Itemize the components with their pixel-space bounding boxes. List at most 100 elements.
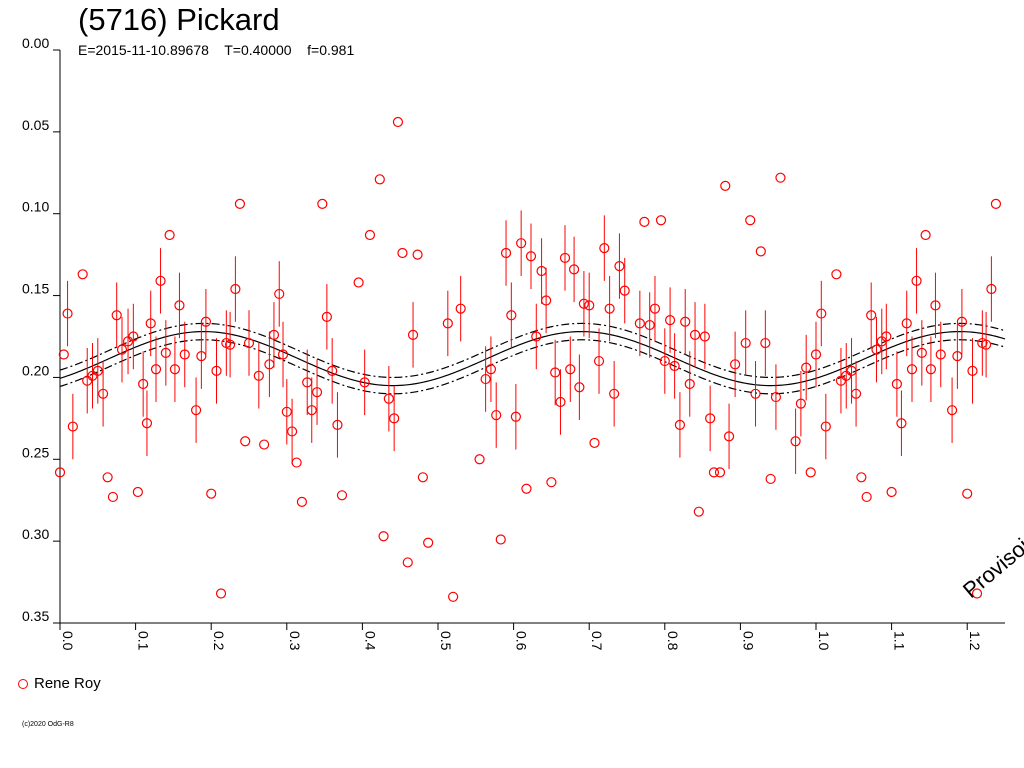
x-tick-label: 0.3 <box>287 631 303 651</box>
y-tick-label: 0.30 <box>22 526 49 542</box>
data-point <box>291 457 302 468</box>
data-point <box>790 436 801 447</box>
y-tick-label: 0.05 <box>22 117 49 133</box>
data-point <box>141 418 153 429</box>
data-point <box>102 472 113 483</box>
x-tick-label: 0.7 <box>589 631 605 651</box>
data-point <box>417 472 428 483</box>
data-point <box>311 387 323 398</box>
data-point <box>699 331 710 342</box>
data-point <box>901 318 912 329</box>
period-label: T=0.40000 <box>224 42 292 58</box>
y-tick-label: 0.35 <box>22 608 49 624</box>
data-point <box>956 316 968 327</box>
data-point <box>374 174 385 185</box>
data-point <box>584 300 595 311</box>
data-point <box>946 405 958 416</box>
legend-label: Rene Roy <box>34 675 101 692</box>
data-point <box>816 308 827 319</box>
data-point <box>680 316 691 327</box>
y-tick-label: 0.10 <box>22 199 49 215</box>
chart-title: (5716) Pickard <box>78 2 280 37</box>
data-point <box>634 318 645 329</box>
data-point <box>723 431 735 442</box>
data-point <box>274 288 285 300</box>
data-point <box>116 344 128 355</box>
data-point <box>871 344 882 355</box>
axes: 0.00 0.05 0.10 0.15 0.20 0.25 0.30 0.35 0.0 0.1 0.… <box>22 35 1005 651</box>
x-tick-label: 0.4 <box>362 631 378 651</box>
data-point <box>820 421 831 432</box>
data-point <box>230 283 241 295</box>
data-point <box>760 337 771 349</box>
data-point <box>240 436 251 447</box>
data-point <box>138 378 149 390</box>
data-point <box>480 373 491 385</box>
data-point <box>506 310 517 321</box>
data-point <box>128 331 139 342</box>
fit-curves <box>59 322 1006 395</box>
data-point <box>332 419 343 431</box>
data-point <box>795 398 806 409</box>
data-point <box>962 488 973 499</box>
data-point <box>541 295 552 306</box>
data-point <box>54 467 66 478</box>
data-point <box>990 198 1002 209</box>
data-point <box>705 413 716 424</box>
data-point <box>455 303 466 314</box>
data-point <box>916 347 927 358</box>
data-point <box>920 229 931 241</box>
data-point <box>306 405 317 416</box>
data-point <box>714 467 726 478</box>
data-point <box>609 388 620 399</box>
data-point <box>861 491 872 503</box>
data-point <box>510 411 521 422</box>
x-tick-label: 0.2 <box>211 631 227 651</box>
x-tick-label: 1.2 <box>967 631 983 651</box>
data-point <box>234 198 246 209</box>
data-point <box>589 437 600 449</box>
data-point <box>546 477 557 488</box>
data-point <box>225 339 236 350</box>
data-point <box>169 364 181 375</box>
y-tick-label: 0.15 <box>22 281 49 297</box>
data-point <box>659 355 670 367</box>
fit-curve-upper <box>59 322 1006 379</box>
data-point <box>531 331 542 342</box>
data-point <box>831 269 842 280</box>
epoch-label: E=2015-11-10.89678 <box>78 42 209 58</box>
data-point <box>655 215 667 226</box>
data-point <box>150 364 162 375</box>
data-point <box>568 264 580 275</box>
data-point <box>268 329 280 340</box>
data-point <box>559 252 571 264</box>
data-point <box>200 316 212 327</box>
data-point <box>296 496 308 507</box>
data-point <box>336 490 348 501</box>
data-point <box>740 337 751 349</box>
data-point <box>392 116 404 128</box>
y-tick-label: 0.25 <box>22 444 49 460</box>
data-point <box>952 351 963 362</box>
data-point <box>770 391 782 403</box>
data-point <box>555 396 566 408</box>
data-point <box>160 347 171 358</box>
data-point <box>565 364 576 375</box>
data-point <box>215 588 227 599</box>
data-point <box>286 426 298 437</box>
data-point <box>599 242 610 254</box>
data-point <box>891 378 902 390</box>
data-point <box>801 362 812 373</box>
data-point <box>578 298 590 309</box>
data-point <box>474 454 485 465</box>
data-point <box>491 409 502 421</box>
data-point <box>211 365 222 376</box>
data-point <box>92 365 103 376</box>
data-point <box>674 419 686 431</box>
y-tick-label: 0.20 <box>22 362 49 378</box>
legend: Rene Roy <box>18 675 101 693</box>
data-point <box>353 277 364 288</box>
data-point <box>389 413 400 424</box>
data-point <box>196 351 207 362</box>
data-point <box>750 388 761 399</box>
